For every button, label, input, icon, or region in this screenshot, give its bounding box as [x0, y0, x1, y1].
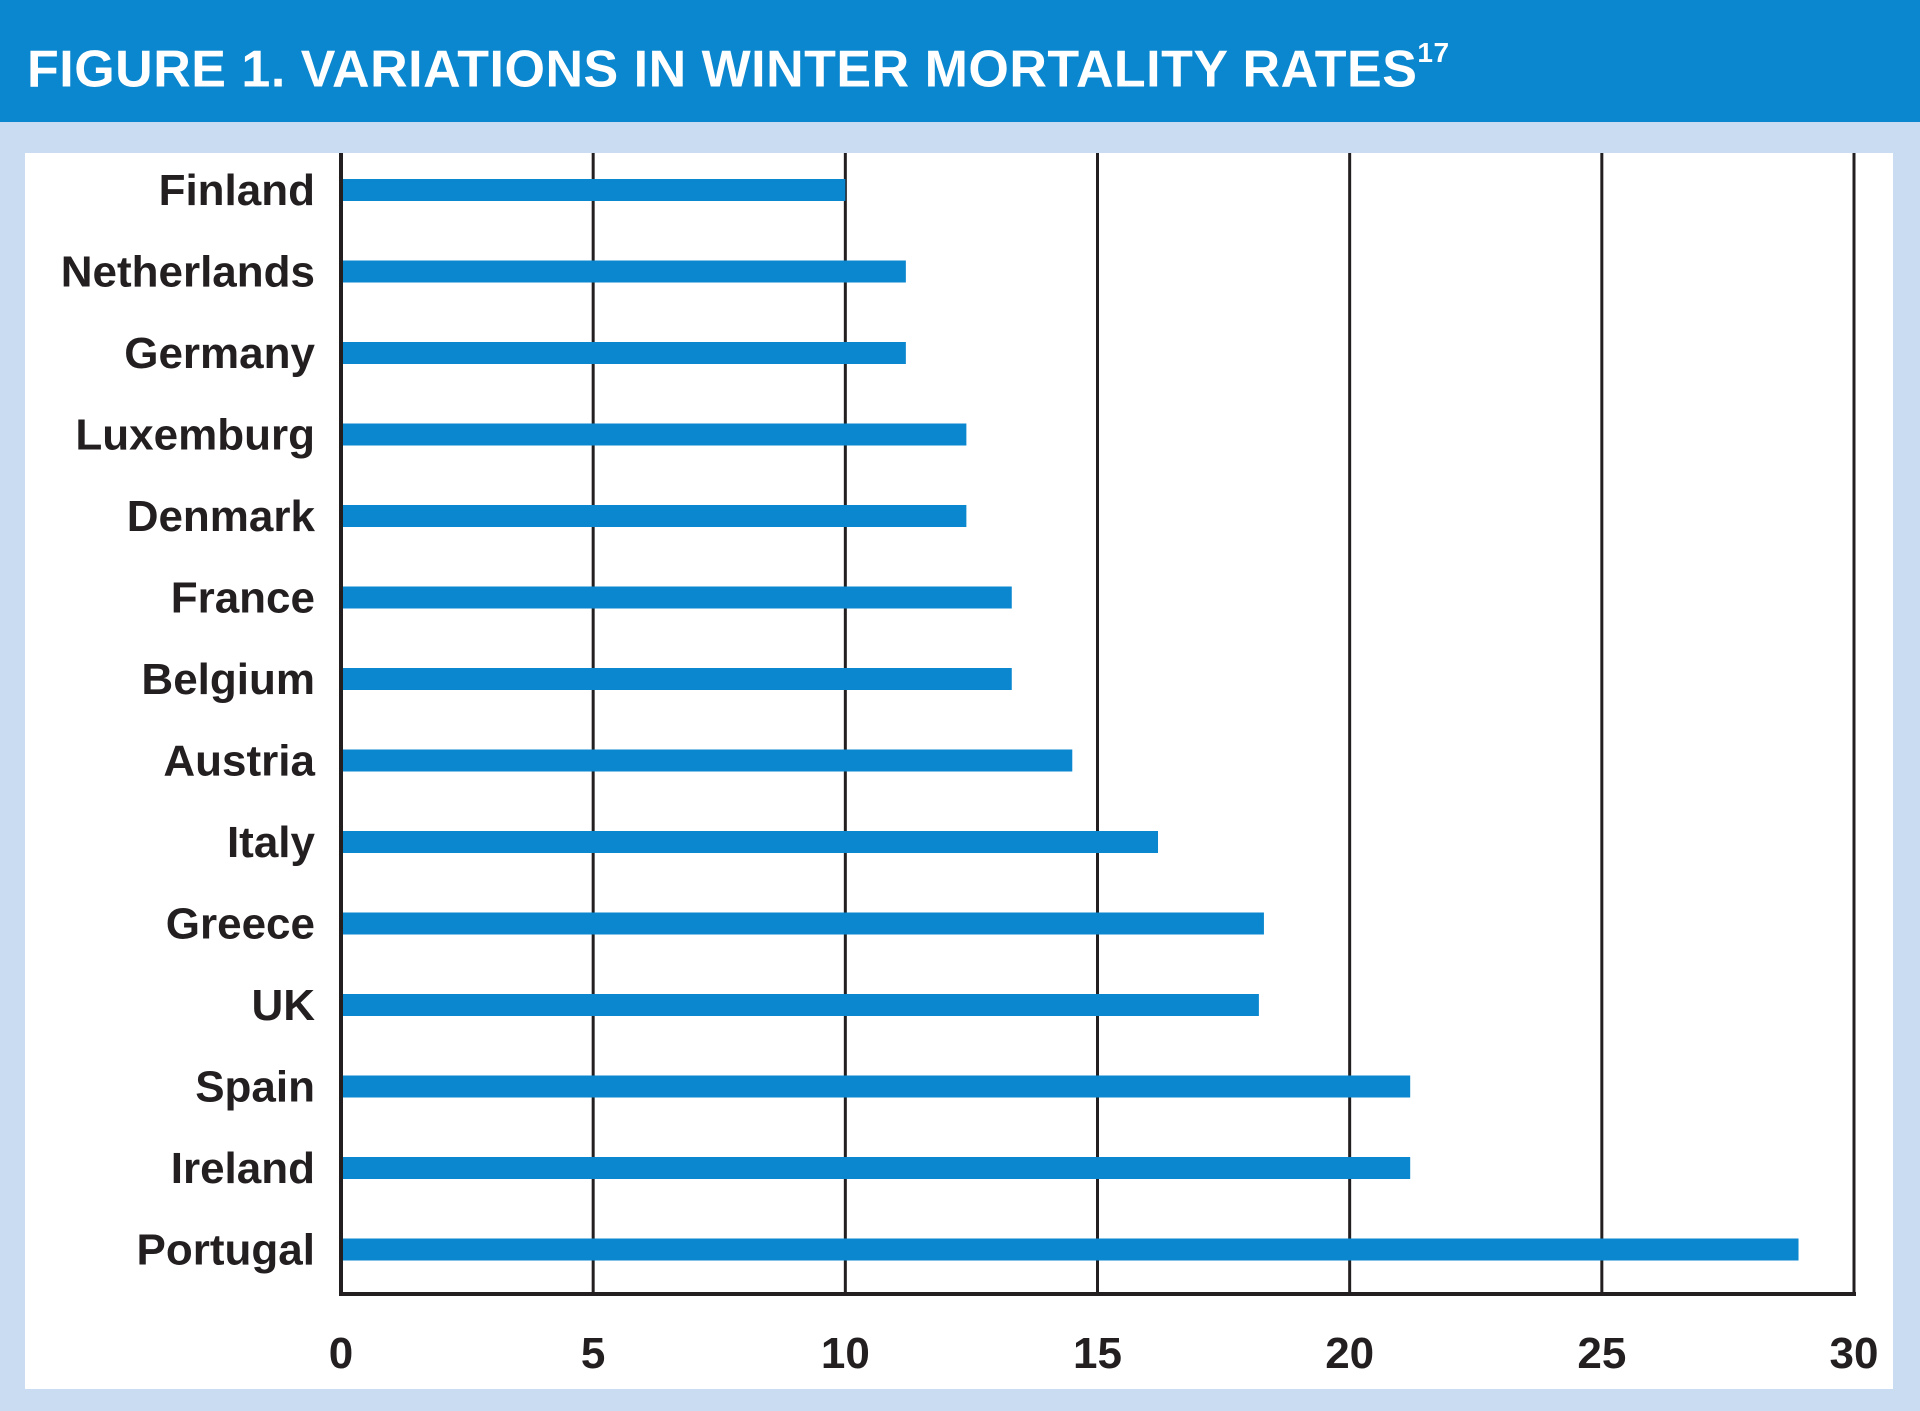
category-label-netherlands: Netherlands — [61, 248, 315, 297]
category-label-uk: UK — [251, 981, 315, 1030]
bar-finland — [341, 179, 846, 201]
figure-title-reference: 17 — [1417, 37, 1450, 68]
tick-labels: 0 5 10 15 20 25 30 — [329, 1329, 1879, 1378]
category-label-finland: Finland — [159, 166, 315, 215]
bar-portugal — [341, 1238, 1799, 1261]
axes — [339, 153, 1856, 1296]
category-label-italy: Italy — [227, 818, 316, 867]
category-label-belgium: Belgium — [141, 655, 315, 704]
bar-denmark — [341, 505, 967, 527]
tick-label-5: 5 — [581, 1329, 605, 1378]
bar-uk — [341, 994, 1259, 1016]
bar-greece — [341, 912, 1264, 935]
bar-spain — [341, 1075, 1411, 1098]
tick-label-30: 30 — [1830, 1329, 1879, 1378]
figure-title-text: FIGURE 1. VARIATIONS IN WINTER MORTALITY… — [27, 40, 1418, 99]
bar-france — [341, 586, 1012, 609]
category-label-germany: Germany — [124, 329, 315, 378]
category-label-portugal: Portugal — [137, 1226, 315, 1275]
grid-lines — [591, 153, 1856, 1294]
tick-label-15: 15 — [1073, 1329, 1122, 1378]
category-label-luxemburg: Luxemburg — [75, 411, 315, 460]
bar-chart: Finland Netherlands Germany Luxemburg Denmar… — [61, 153, 1879, 1378]
tick-label-0: 0 — [329, 1329, 353, 1378]
category-label-spain: Spain — [195, 1063, 315, 1112]
chart-panel: Finland Netherlands Germany Luxemburg Denmar… — [25, 153, 1893, 1389]
tick-label-25: 25 — [1577, 1329, 1626, 1378]
category-label-ireland: Ireland — [171, 1144, 315, 1193]
bars — [341, 179, 1799, 1261]
bar-belgium — [341, 668, 1012, 690]
figure-title: FIGURE 1. VARIATIONS IN WINTER MORTALITY… — [27, 24, 1450, 104]
category-label-france: France — [171, 574, 315, 623]
category-label-denmark: Denmark — [127, 492, 316, 541]
bar-germany — [341, 342, 906, 364]
bar-italy — [341, 831, 1159, 853]
bar-austria — [341, 749, 1073, 772]
tick-label-20: 20 — [1325, 1329, 1374, 1378]
category-label-greece: Greece — [166, 900, 315, 949]
figure-header: FIGURE 1. VARIATIONS IN WINTER MORTALITY… — [0, 0, 1920, 122]
category-label-austria: Austria — [163, 737, 315, 786]
bar-luxemburg — [341, 423, 967, 446]
tick-label-10: 10 — [821, 1329, 870, 1378]
bar-ireland — [341, 1157, 1411, 1179]
bar-netherlands — [341, 260, 906, 283]
category-labels: Finland Netherlands Germany Luxemburg Denmar… — [61, 166, 316, 1275]
